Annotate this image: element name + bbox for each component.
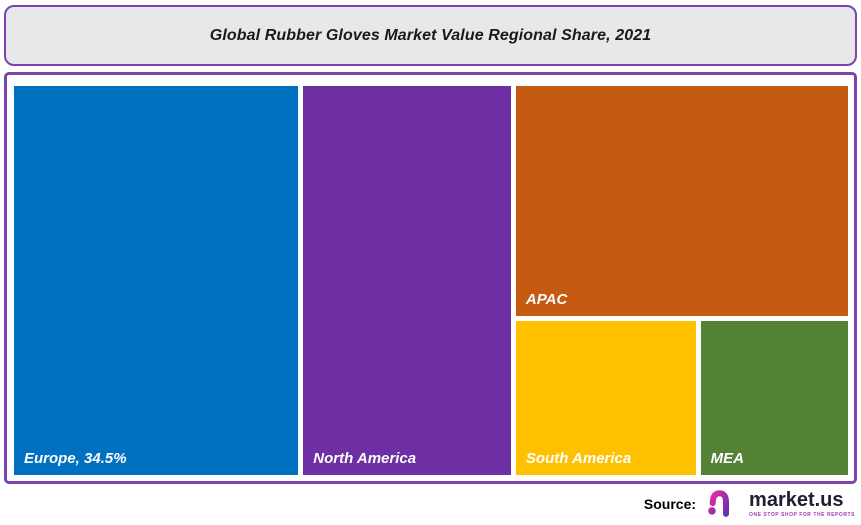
source-label: Source: <box>643 496 697 512</box>
brand-tagline: ONE STOP SHOP FOR THE REPORTS <box>749 512 855 518</box>
treemap-cell-europe: Europe, 34.5% <box>14 86 299 475</box>
chart-title: Global Rubber Gloves Market Value Region… <box>209 26 652 44</box>
brand-text-wrap: market.us ONE STOP SHOP FOR THE REPORTS <box>749 490 855 518</box>
source-row: Source: market.us ONE STOP SHOP FOR THE … <box>644 487 855 521</box>
treemap-cell-apac: APAC <box>515 86 848 316</box>
treemap-label-north-america: North America <box>313 450 417 467</box>
treemap-cell-north-america: North America <box>303 86 511 475</box>
treemap-label-mea: MEA <box>710 450 744 467</box>
treemap-cell-south-america: South America <box>515 320 696 475</box>
market-us-logo: market.us ONE STOP SHOP FOR THE REPORTS <box>708 487 855 521</box>
treemap-right-column: APAC South America MEA <box>515 86 848 475</box>
treemap-cell-mea: MEA <box>700 320 848 475</box>
chart-frame: Europe, 34.5% North America APAC South A… <box>4 72 857 484</box>
treemap-label-apac: APAC <box>525 290 568 308</box>
treemap: Europe, 34.5% North America APAC South A… <box>14 86 848 475</box>
treemap-bottom-row: South America MEA <box>515 320 848 475</box>
treemap-label-south-america: South America <box>525 450 632 467</box>
treemap-label-europe: Europe, 34.5% <box>24 450 127 467</box>
chart-title-banner: Global Rubber Gloves Market Value Region… <box>4 5 857 66</box>
market-us-m-wave-icon <box>708 488 744 517</box>
brand-name: market.us <box>749 489 844 511</box>
